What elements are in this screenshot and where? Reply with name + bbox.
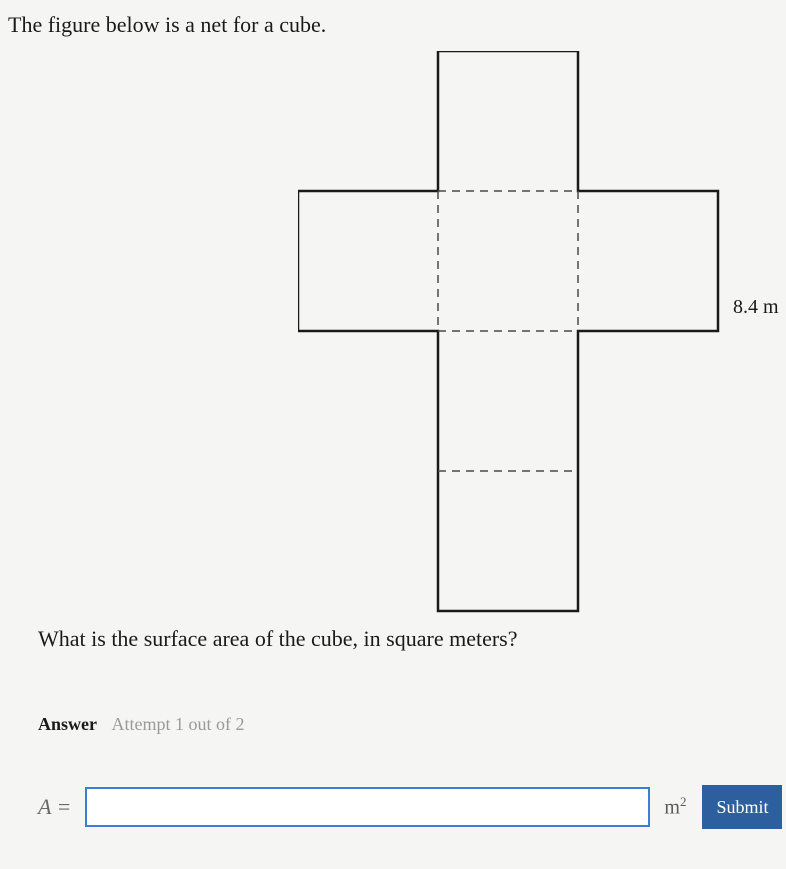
unit-label: m2	[664, 794, 686, 820]
answer-section: Answer Attempt 1 out of 2	[38, 714, 786, 735]
prompt-text: The figure below is a net for a cube.	[8, 12, 786, 38]
answer-row: A = m2 Submit	[38, 785, 786, 829]
figure-area: 8.4 m	[8, 46, 786, 616]
attempt-text: Attempt 1 out of 2	[112, 714, 245, 734]
cube-net-svg	[298, 51, 724, 615]
submit-button[interactable]: Submit	[702, 785, 782, 829]
answer-input[interactable]	[85, 787, 650, 827]
variable-label: A =	[38, 794, 71, 820]
answer-label: Answer	[38, 714, 97, 734]
cube-net-diagram	[298, 51, 724, 615]
measurement-label: 8.4 m	[733, 296, 779, 319]
question-text: What is the surface area of the cube, in…	[38, 626, 786, 652]
